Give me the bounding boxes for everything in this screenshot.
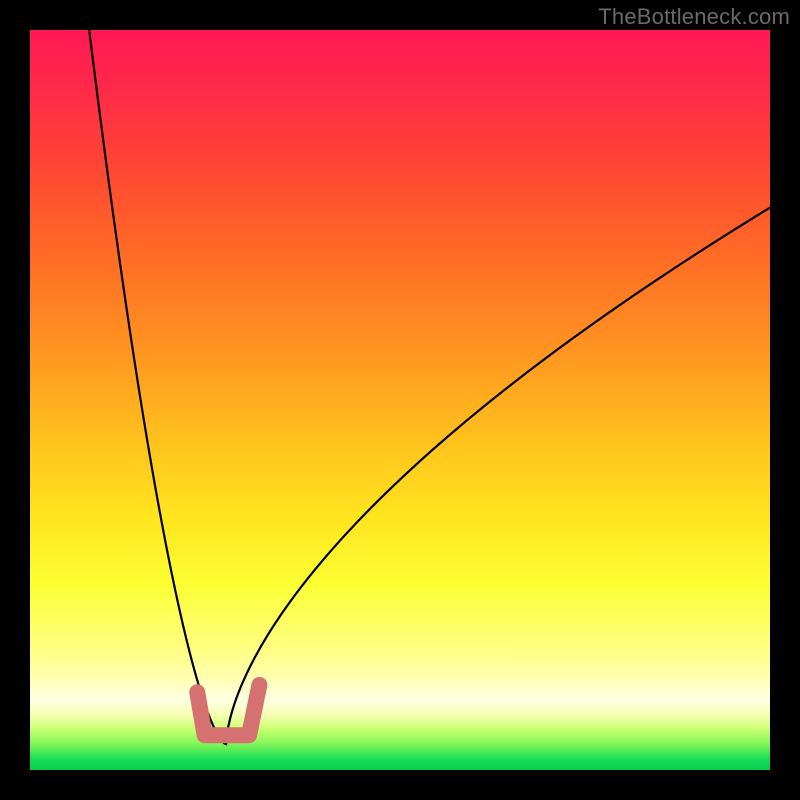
- watermark-text: TheBottleneck.com: [598, 4, 790, 30]
- plot-area: [30, 30, 770, 770]
- chart-frame: TheBottleneck.com: [0, 0, 800, 800]
